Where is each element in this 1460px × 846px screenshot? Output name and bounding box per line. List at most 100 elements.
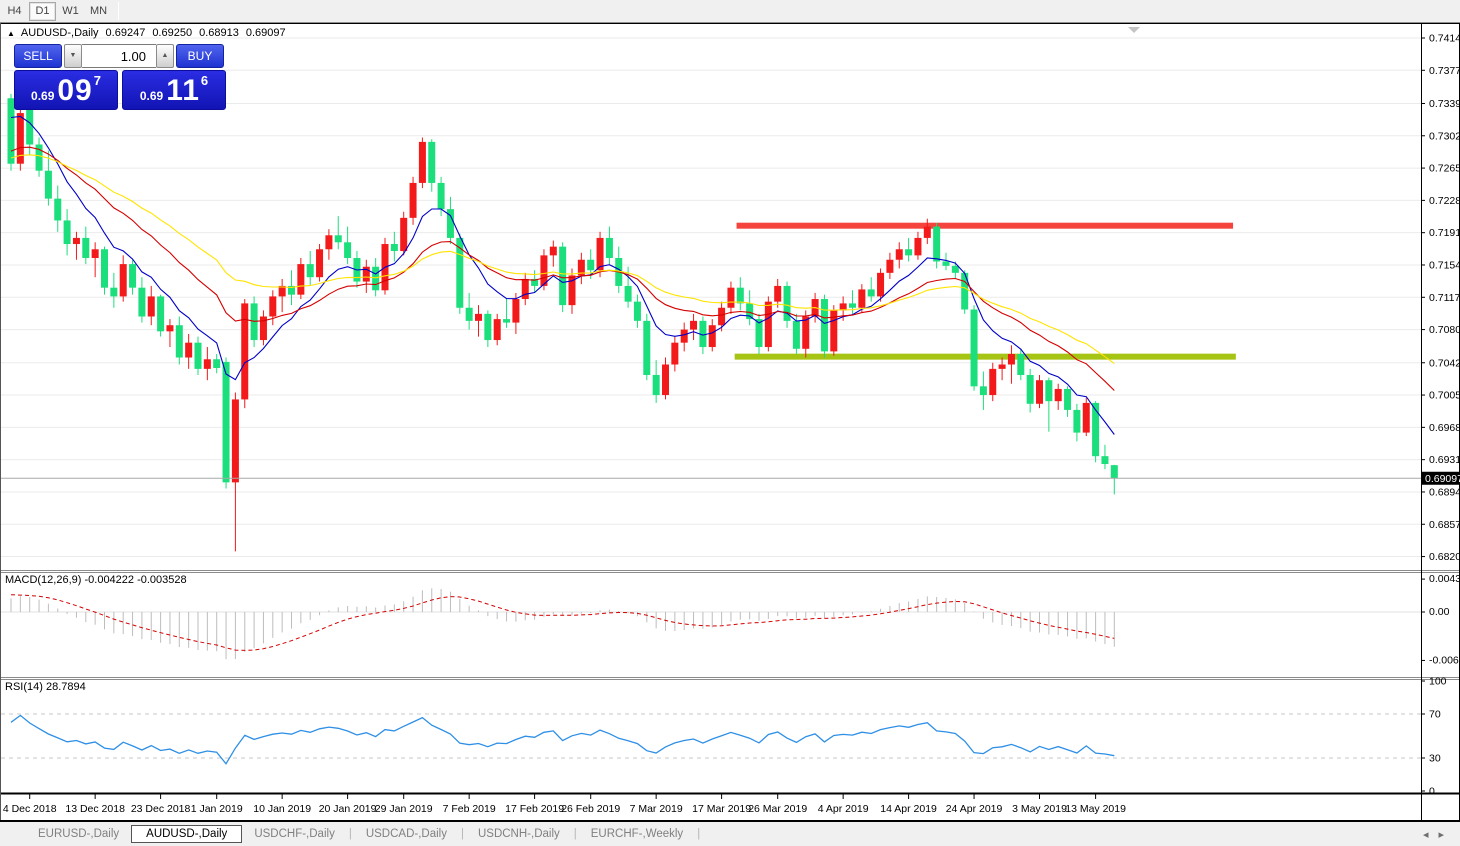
resistance-line	[736, 222, 1234, 229]
rsi-label: RSI(14) 28.7894	[5, 681, 86, 693]
svg-text:20 Jan 2019: 20 Jan 2019	[319, 803, 377, 815]
ohlc-close: 0.69097	[245, 27, 286, 39]
volume-input[interactable]	[82, 44, 156, 68]
sell-button[interactable]: SELL	[14, 44, 62, 68]
svg-text:26 Mar 2019: 26 Mar 2019	[748, 803, 807, 815]
buy-price-big: 11	[166, 74, 200, 107]
chart-title: ▲ AUDUSD-,Daily 0.69247 0.69250 0.68913 0.690…	[7, 27, 286, 39]
ma-20-line	[10, 146, 1115, 391]
tab-eurusd-daily[interactable]: EURUSD-,Daily	[38, 828, 120, 840]
buy-button[interactable]: BUY	[176, 44, 224, 68]
ohlc-high: 0.69250	[152, 27, 193, 39]
svg-text:14 Apr 2019: 14 Apr 2019	[880, 803, 937, 815]
svg-text:0.69097: 0.69097	[1425, 473, 1460, 485]
ma-8-line	[10, 115, 1115, 435]
grid-layer	[1, 37, 1421, 558]
buy-price-pip: 6	[200, 73, 209, 88]
current-price-badge	[1422, 471, 1460, 485]
svg-text:29 Jan 2019: 29 Jan 2019	[375, 803, 433, 815]
sell-price-pip: 7	[93, 73, 101, 88]
tab-audusd-daily[interactable]: AUDUSD-,Daily	[131, 825, 243, 843]
svg-text:70: 70	[1429, 709, 1441, 721]
ma-34-line	[10, 154, 1115, 365]
indicator-axes: 0.004331 0.00 -0.006373 100 70 30 0	[1421, 573, 1460, 798]
sell-price-prefix: 0.69	[31, 89, 55, 103]
svg-text:1 Jan 2019: 1 Jan 2019	[191, 803, 243, 815]
sell-price-tile[interactable]: 0.69 09 7	[14, 70, 118, 110]
svg-text:-0.006373: -0.006373	[1429, 654, 1460, 666]
tab-eurchf-weekly[interactable]: EURCHF-,Weekly	[590, 828, 684, 840]
svg-text:23 Dec 2018: 23 Dec 2018	[131, 803, 191, 815]
tab-scroll-right-icon[interactable]: ▸	[1438, 829, 1454, 841]
svg-text:10 Jan 2019: 10 Jan 2019	[253, 803, 311, 815]
tab-usdchf-daily[interactable]: USDCHF-,Daily	[254, 828, 335, 840]
rsi-line	[10, 714, 1115, 765]
macd-signal-line	[10, 594, 1115, 651]
svg-text:17 Mar 2019: 17 Mar 2019	[692, 803, 751, 815]
ohlc-open: 0.69247	[105, 27, 146, 39]
svg-text:7 Feb 2019: 7 Feb 2019	[443, 803, 496, 815]
support-line	[734, 353, 1236, 360]
tab-usdcnh-daily[interactable]: USDCNH-,Daily	[477, 828, 560, 840]
svg-text:26 Feb 2019: 26 Feb 2019	[561, 803, 620, 815]
tab-usdcad-daily[interactable]: USDCAD-,Daily	[365, 828, 447, 840]
svg-text:0.004331: 0.004331	[1429, 573, 1460, 585]
svg-text:13 May 2019: 13 May 2019	[1065, 803, 1126, 815]
timeframe-w1-button[interactable]: W1	[57, 1, 84, 21]
timeframe-h4-button[interactable]: H4	[1, 1, 28, 21]
svg-text:24 Apr 2019: 24 Apr 2019	[946, 803, 1003, 815]
svg-text:17 Feb 2019: 17 Feb 2019	[505, 803, 564, 815]
rsi-value: 28.7894	[45, 681, 86, 693]
volume-increase-button[interactable]: ▲	[156, 44, 174, 68]
time-axis: 4 Dec 2018 13 Dec 2018 23 Dec 2018 1 Jan 20…	[3, 794, 1126, 815]
svg-text:13 Dec 2018: 13 Dec 2018	[65, 803, 125, 815]
macd-value-signal: -0.003528	[137, 574, 187, 586]
svg-text:3 May 2019: 3 May 2019	[1012, 803, 1067, 815]
toolbar-separator	[118, 2, 119, 20]
ohlc-low: 0.68913	[199, 27, 239, 39]
svg-text:4 Apr 2019: 4 Apr 2019	[818, 803, 869, 815]
chart-shift-marker-icon	[1128, 27, 1140, 33]
timeframe-mn-button[interactable]: MN	[85, 1, 112, 21]
buy-price-tile[interactable]: 0.69 11 6	[122, 70, 226, 110]
macd-value-main: -0.004222	[84, 574, 135, 586]
svg-text:0.00: 0.00	[1429, 606, 1450, 618]
tab-scroll-left-icon[interactable]: ◂	[1422, 829, 1439, 841]
svg-text:7 Mar 2019: 7 Mar 2019	[630, 803, 683, 815]
collapse-triangle-icon[interactable]: ▲	[7, 29, 15, 38]
sell-price-big: 09	[57, 74, 93, 107]
svg-text:0: 0	[1429, 786, 1435, 798]
chart-symbol-label: AUDUSD-,Daily	[20, 27, 99, 39]
timeframe-d1-button[interactable]: D1	[29, 1, 56, 21]
symbol-tab-bar: EURUSD-,Daily AUDUSD-,Daily USDCHF-,Dail…	[0, 821, 1460, 846]
volume-decrease-button[interactable]: ▼	[64, 44, 82, 68]
svg-text:4 Dec 2018: 4 Dec 2018	[3, 803, 57, 815]
timeframe-toolbar: H4 D1 W1 MN	[0, 0, 1460, 23]
svg-text:100: 100	[1429, 676, 1447, 688]
buy-price-prefix: 0.69	[139, 89, 164, 103]
macd-label: MACD(12,26,9) -0.004222 -0.003528	[5, 574, 187, 586]
macd-histogram-layer	[10, 588, 1115, 660]
svg-text:30: 30	[1429, 753, 1441, 765]
